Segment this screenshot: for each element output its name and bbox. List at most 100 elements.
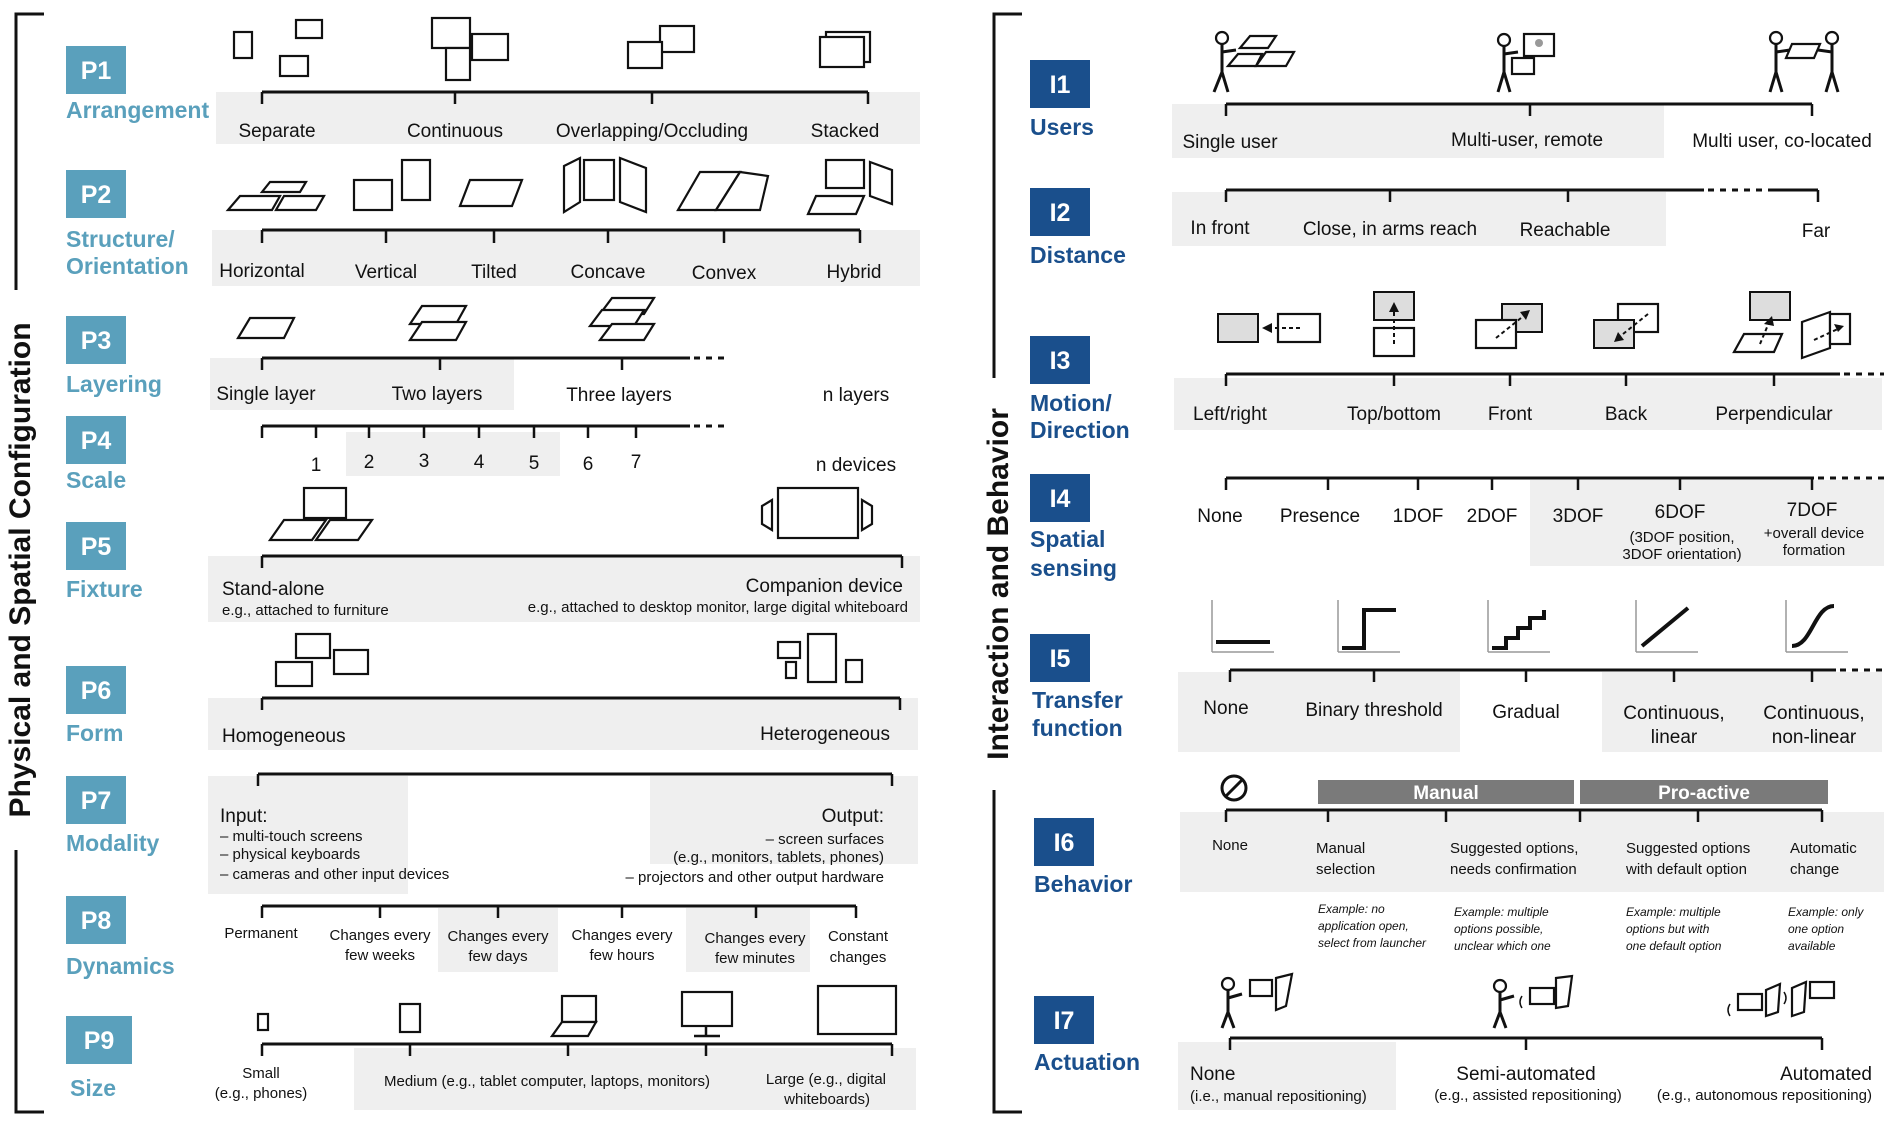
svg-text:Convex: Convex: [692, 263, 757, 284]
svg-text:Medium (e.g., tablet computer,: Medium (e.g., tablet computer, laptops, …: [384, 1073, 710, 1090]
svg-text:I5: I5: [1050, 645, 1071, 673]
svg-text:Transfer: Transfer: [1032, 687, 1123, 713]
svg-text:few weeks: few weeks: [345, 947, 415, 964]
svg-text:Behavior: Behavior: [1034, 871, 1132, 897]
motion-icons: [1217, 291, 1852, 360]
dimension-p5: P5 Fixture Stand-alone e.g., attached to…: [66, 486, 920, 622]
svg-text:2: 2: [364, 452, 375, 473]
svg-text:one option: one option: [1788, 922, 1844, 936]
svg-text:Direction: Direction: [1030, 417, 1130, 443]
svg-text:Manual: Manual: [1316, 840, 1365, 857]
svg-text:change: change: [1790, 861, 1839, 878]
svg-text:sensing: sensing: [1030, 555, 1117, 581]
svg-text:P5: P5: [81, 533, 112, 561]
svg-text:Size: Size: [70, 1075, 116, 1101]
svg-text:6: 6: [583, 454, 594, 475]
layer-icons: [236, 296, 656, 342]
svg-text:(e.g., assisted repositioning): (e.g., assisted repositioning): [1434, 1087, 1622, 1104]
svg-text:Example: no: Example: no: [1318, 902, 1385, 916]
svg-text:Tilted: Tilted: [471, 262, 517, 283]
dimension-p6: P6 Form Homogeneous Heterogeneous: [66, 632, 918, 750]
user-icons: [1212, 30, 1840, 93]
svg-text:Companion device: Companion device: [746, 576, 903, 597]
svg-text:None: None: [1190, 1064, 1235, 1085]
svg-text:Pro-active: Pro-active: [1658, 783, 1750, 804]
svg-text:Changes every: Changes every: [330, 927, 431, 944]
form-icons: [274, 632, 864, 688]
svg-text:non-linear: non-linear: [1772, 727, 1857, 748]
svg-text:Layering: Layering: [66, 371, 162, 397]
svg-text:Vertical: Vertical: [355, 262, 417, 283]
svg-text:unclear which one: unclear which one: [1454, 939, 1551, 953]
svg-text:6DOF: 6DOF: [1655, 502, 1706, 523]
dimension-i2: I2 Distance In front Close, in arms reac…: [1030, 188, 1831, 268]
svg-text:options possible,: options possible,: [1454, 922, 1543, 936]
svg-text:I6: I6: [1054, 829, 1075, 857]
dimension-i1: I1 Users Single user Multi-user, remote …: [1030, 30, 1872, 158]
svg-text:None: None: [1203, 698, 1248, 719]
svg-text:application open,: application open,: [1318, 919, 1409, 933]
svg-text:+overall device: +overall device: [1764, 525, 1864, 542]
svg-text:I3: I3: [1050, 347, 1071, 375]
svg-text:Top/bottom: Top/bottom: [1347, 404, 1441, 425]
svg-text:P4: P4: [81, 427, 112, 455]
svg-text:– screen surfaces: – screen surfaces: [766, 831, 884, 848]
svg-text:None: None: [1212, 837, 1248, 854]
svg-text:P1: P1: [81, 57, 112, 85]
svg-text:e.g., attached to furniture: e.g., attached to furniture: [222, 602, 389, 619]
svg-text:I2: I2: [1050, 199, 1071, 227]
svg-text:Manual: Manual: [1413, 783, 1478, 804]
svg-text:Continuous,: Continuous,: [1763, 703, 1864, 724]
svg-text:Permanent: Permanent: [224, 925, 298, 942]
dimension-i4: I4 Spatial sensing None Presence 1DOF 2D…: [1030, 474, 1884, 581]
svg-text:whiteboards): whiteboards): [783, 1091, 870, 1108]
svg-text:with default option: with default option: [1625, 861, 1747, 878]
svg-text:Fixture: Fixture: [66, 576, 143, 602]
dimension-i3: I3 Motion/ Direction Left/right Top/bott…: [1030, 291, 1884, 443]
svg-text:P2: P2: [81, 181, 112, 209]
svg-text:few minutes: few minutes: [715, 950, 795, 967]
svg-text:Form: Form: [66, 720, 124, 746]
svg-text:– projectors and other output: – projectors and other output hardware: [626, 869, 885, 886]
left-bracket: [14, 12, 44, 1114]
svg-text:Close, in arms reach: Close, in arms reach: [1303, 219, 1477, 240]
svg-text:I1: I1: [1050, 71, 1071, 99]
actuation-icons: [1220, 972, 1836, 1029]
svg-text:Spatial: Spatial: [1030, 526, 1105, 552]
left-group-title: Physical and Spatial Configuration: [4, 322, 37, 817]
svg-text:Stand-alone: Stand-alone: [222, 579, 324, 600]
svg-text:needs confirmation: needs confirmation: [1450, 861, 1577, 878]
svg-text:Distance: Distance: [1030, 242, 1126, 268]
svg-text:Horizontal: Horizontal: [219, 261, 305, 282]
dimension-p3: P3 Layering Single layer Two layers Thre…: [66, 296, 889, 410]
svg-text:P9: P9: [84, 1027, 115, 1055]
svg-text:Scale: Scale: [66, 467, 126, 493]
dimension-p2: P2 Structure/ Orientation Horizontal Ver…: [66, 156, 920, 286]
svg-text:Suggested options,: Suggested options,: [1450, 840, 1578, 857]
svg-text:2DOF: 2DOF: [1467, 506, 1518, 527]
dimension-p4: P4 Scale 1 2 3 4 5 6 7 n devices: [66, 416, 896, 493]
transfer-function-icons: [1211, 600, 1848, 653]
right-bracket: [992, 12, 1022, 1114]
svg-text:Input:: Input:: [220, 806, 268, 827]
arrangement-icons: [232, 16, 872, 82]
svg-text:select from launcher: select from launcher: [1318, 936, 1427, 950]
svg-text:(3DOF position,: (3DOF position,: [1629, 529, 1734, 546]
svg-text:Suggested options: Suggested options: [1626, 840, 1750, 857]
svg-text:n devices: n devices: [816, 455, 896, 476]
svg-text:function: function: [1032, 715, 1123, 741]
svg-text:Changes every: Changes every: [572, 927, 673, 944]
svg-text:7DOF: 7DOF: [1787, 500, 1838, 521]
svg-text:Changes every: Changes every: [448, 928, 549, 945]
svg-text:Back: Back: [1605, 404, 1648, 425]
svg-text:Stacked: Stacked: [811, 121, 880, 142]
svg-text:Structure/: Structure/: [66, 226, 175, 252]
dimension-p9: P9 Size Small (e.g., phones) Medium (e.g…: [66, 984, 916, 1110]
svg-text:– physical keyboards: – physical keyboards: [220, 846, 360, 863]
svg-text:Changes every: Changes every: [705, 930, 806, 947]
svg-text:Multi user, co-located: Multi user, co-located: [1692, 131, 1872, 152]
svg-text:one default option: one default option: [1626, 939, 1722, 953]
svg-text:Reachable: Reachable: [1520, 220, 1611, 241]
svg-text:Single layer: Single layer: [216, 384, 316, 405]
